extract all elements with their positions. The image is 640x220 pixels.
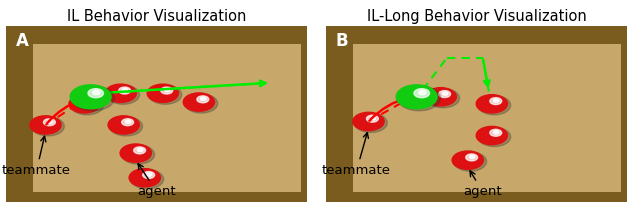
Circle shape	[419, 90, 426, 95]
Circle shape	[476, 126, 508, 145]
Circle shape	[427, 89, 460, 108]
Circle shape	[107, 85, 140, 104]
Circle shape	[490, 98, 502, 104]
Circle shape	[353, 112, 384, 131]
Circle shape	[83, 98, 95, 104]
Circle shape	[143, 172, 155, 178]
Circle shape	[493, 99, 499, 102]
Circle shape	[476, 95, 508, 113]
Circle shape	[438, 91, 451, 97]
Circle shape	[70, 96, 104, 115]
Bar	[33, 44, 301, 192]
Text: B: B	[335, 32, 348, 50]
Circle shape	[30, 116, 61, 134]
Circle shape	[493, 131, 499, 134]
Circle shape	[478, 127, 511, 147]
Circle shape	[396, 85, 437, 109]
Circle shape	[414, 89, 429, 98]
Circle shape	[200, 97, 206, 101]
Circle shape	[147, 173, 152, 176]
Circle shape	[466, 154, 477, 161]
Circle shape	[47, 120, 52, 123]
Circle shape	[425, 88, 456, 106]
Circle shape	[109, 117, 143, 136]
Circle shape	[183, 93, 214, 111]
Circle shape	[120, 144, 152, 162]
Circle shape	[478, 96, 511, 115]
Circle shape	[86, 99, 92, 102]
Circle shape	[134, 147, 145, 154]
Circle shape	[131, 170, 164, 189]
Circle shape	[122, 145, 155, 164]
Circle shape	[70, 85, 111, 109]
Circle shape	[490, 129, 502, 136]
Circle shape	[355, 113, 387, 132]
Circle shape	[161, 87, 173, 94]
Text: teammate: teammate	[322, 133, 391, 177]
Text: IL Behavior Visualization: IL Behavior Visualization	[67, 9, 246, 24]
Text: teammate: teammate	[2, 136, 71, 177]
Circle shape	[122, 88, 128, 92]
Circle shape	[44, 119, 55, 126]
Text: agent: agent	[463, 171, 502, 198]
Circle shape	[125, 120, 131, 123]
Circle shape	[370, 117, 376, 120]
Circle shape	[105, 84, 136, 103]
Circle shape	[129, 169, 161, 187]
Circle shape	[69, 95, 100, 113]
Circle shape	[197, 96, 209, 103]
Circle shape	[31, 117, 65, 136]
Circle shape	[147, 84, 179, 103]
Circle shape	[88, 89, 104, 98]
Circle shape	[122, 119, 134, 126]
Circle shape	[367, 115, 378, 122]
Circle shape	[469, 155, 475, 159]
Circle shape	[93, 90, 100, 95]
Circle shape	[138, 148, 143, 152]
Bar	[353, 44, 621, 192]
Circle shape	[164, 88, 170, 92]
Text: A: A	[15, 32, 28, 50]
Circle shape	[442, 92, 448, 95]
Text: agent: agent	[138, 164, 176, 198]
Text: IL-Long Behavior Visualization: IL-Long Behavior Visualization	[367, 9, 587, 24]
Circle shape	[118, 87, 131, 94]
Circle shape	[454, 152, 486, 171]
Circle shape	[452, 151, 483, 169]
Circle shape	[72, 86, 115, 111]
Circle shape	[397, 86, 440, 111]
Circle shape	[148, 85, 182, 104]
Circle shape	[108, 116, 140, 134]
Circle shape	[185, 94, 218, 113]
